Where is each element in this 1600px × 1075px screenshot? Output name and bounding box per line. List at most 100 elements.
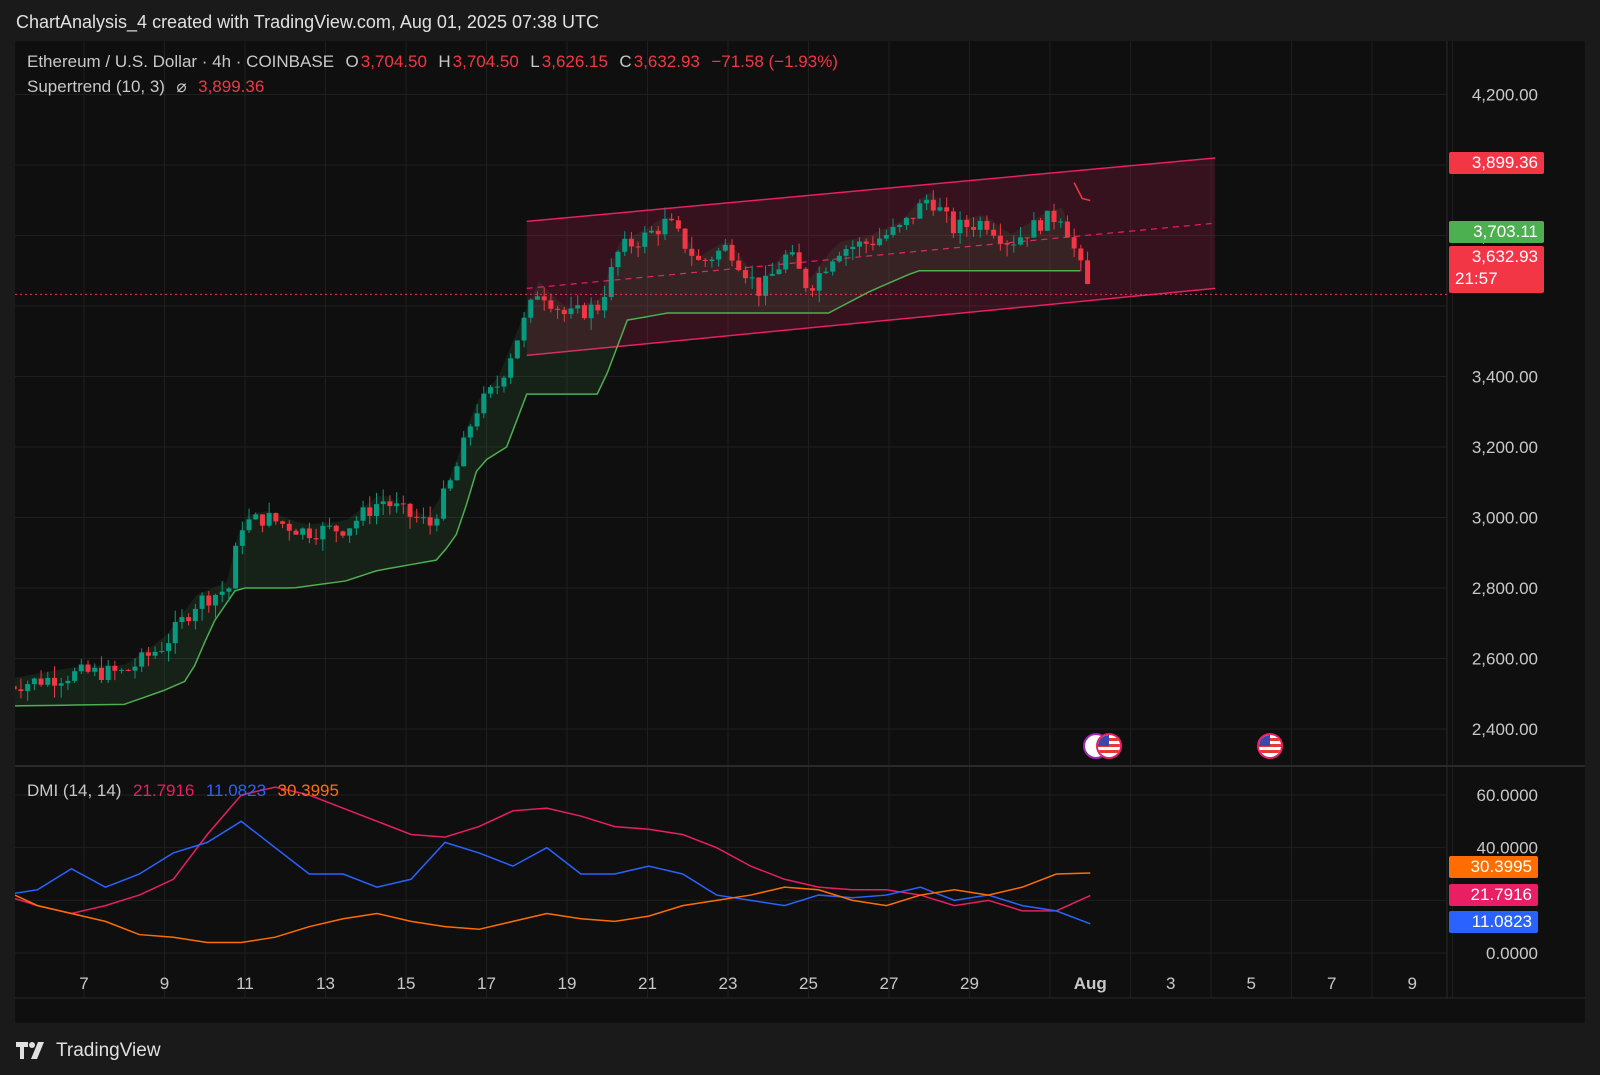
candle-body: [494, 386, 500, 388]
candle-body: [910, 217, 916, 219]
candle-body: [850, 246, 856, 250]
candle-body: [508, 358, 514, 378]
candle-body: [622, 238, 628, 252]
candle-body: [320, 525, 326, 540]
candle-body: [327, 525, 333, 527]
candle-body: [152, 651, 158, 656]
minus-di-line: [15, 820, 1091, 925]
time-axis-label: 27: [880, 974, 899, 993]
candle-body: [856, 241, 862, 247]
candle-body: [25, 684, 31, 692]
candle-body: [1011, 244, 1017, 246]
candle-body: [890, 227, 896, 235]
chart-canvas[interactable]: 4,200.004,000.003,800.003,400.003,200.00…: [15, 41, 1585, 1023]
time-axis-label: 7: [79, 974, 88, 993]
candle-body: [427, 517, 433, 526]
candle-body: [394, 503, 400, 507]
candle-body: [897, 225, 903, 228]
candle-body: [266, 513, 272, 526]
us-flag-event-icon[interactable]: [1096, 733, 1122, 759]
price-axis-label: 2,800.00: [1472, 579, 1538, 598]
open-value: 3,704.50: [360, 52, 427, 71]
chart-panel[interactable]: 4,200.004,000.003,800.003,400.003,200.00…: [15, 41, 1585, 1023]
candle-body: [1038, 220, 1044, 231]
adx-line: [15, 872, 1091, 944]
candle-body: [608, 267, 614, 297]
candle-body: [38, 678, 44, 685]
candle-body: [561, 309, 567, 315]
candle-body: [105, 665, 111, 681]
time-axis-label: 21: [638, 974, 657, 993]
candle-body: [568, 308, 574, 315]
candle-body: [447, 480, 453, 489]
candle-body: [145, 652, 151, 656]
candle-body: [816, 273, 822, 291]
candle-body: [695, 255, 701, 260]
adx-value: 30.3995: [277, 781, 339, 800]
candle-body: [957, 219, 963, 234]
supertrend-down-line: [1073, 182, 1091, 202]
time-axis-label: 5: [1247, 974, 1256, 993]
candle-body: [501, 377, 507, 387]
candle-body: [736, 260, 742, 271]
candle-body: [1058, 221, 1064, 223]
channel-fill: [526, 157, 1216, 356]
candle-body: [749, 277, 755, 279]
change-value: −71.58 (−1.93%): [711, 52, 838, 71]
candle-body: [789, 252, 795, 255]
time-axis-label: 13: [316, 974, 335, 993]
candle-body: [293, 530, 299, 535]
low-label: L: [530, 52, 540, 71]
candle-body: [414, 516, 420, 518]
candle-body: [776, 269, 782, 275]
candle-body: [367, 507, 373, 516]
candle-body: [420, 517, 426, 519]
symbol-label[interactable]: Ethereum / U.S. Dollar · 4h · COINBASE: [27, 52, 335, 71]
candle-body: [1024, 237, 1030, 239]
candle-body: [434, 518, 440, 526]
price-axis-label: 2,600.00: [1472, 650, 1538, 669]
candle-body: [407, 503, 413, 517]
dmi-legend[interactable]: DMI (14, 14) 21.7916 11.0823 30.3995: [27, 781, 341, 801]
candle-body: [400, 503, 406, 505]
footer: TradingView: [16, 1040, 161, 1062]
last-price-tag: 3,632.93: [1449, 246, 1544, 268]
candle-body: [964, 219, 970, 228]
brand-name[interactable]: TradingView: [56, 1040, 161, 1061]
candle-body: [65, 680, 71, 684]
candle-body: [843, 249, 849, 256]
candle-body: [273, 513, 279, 522]
us-flag-event-icon[interactable]: [1257, 733, 1283, 759]
candle-body: [756, 277, 762, 296]
bar-countdown: 21:57: [1449, 268, 1544, 293]
candle-body: [139, 652, 145, 667]
candle-body: [803, 268, 809, 289]
candle-body: [119, 669, 125, 671]
candle-body: [555, 308, 561, 310]
candle-body: [300, 528, 306, 535]
candle-body: [481, 393, 487, 414]
candle-body: [212, 594, 218, 606]
candle-body: [112, 665, 118, 671]
candle-body: [373, 504, 379, 516]
candle-body: [984, 220, 990, 230]
candle-body: [380, 501, 386, 505]
candle-body: [92, 667, 98, 672]
candle-body: [172, 622, 178, 644]
hide-indicator-icon[interactable]: ⌀: [176, 77, 187, 96]
candle-body: [541, 296, 547, 301]
supertrend-line: [15, 270, 1081, 707]
candle-body: [387, 501, 393, 507]
candle-body: [830, 261, 836, 272]
price-axis-label: 3,400.00: [1472, 368, 1538, 387]
candle-body: [125, 669, 131, 671]
candle-body: [534, 296, 540, 300]
supertrend-legend[interactable]: Supertrend (10, 3) ⌀ 3,899.36: [27, 77, 266, 97]
supertrend-price-tag: 3,899.36: [1449, 152, 1544, 174]
candle-body: [991, 229, 997, 236]
candle-body: [186, 617, 192, 622]
candle-body: [742, 270, 748, 279]
time-axis-label: 7: [1327, 974, 1336, 993]
plus-di-value: 21.7916: [132, 781, 195, 800]
candle-body: [870, 243, 876, 246]
